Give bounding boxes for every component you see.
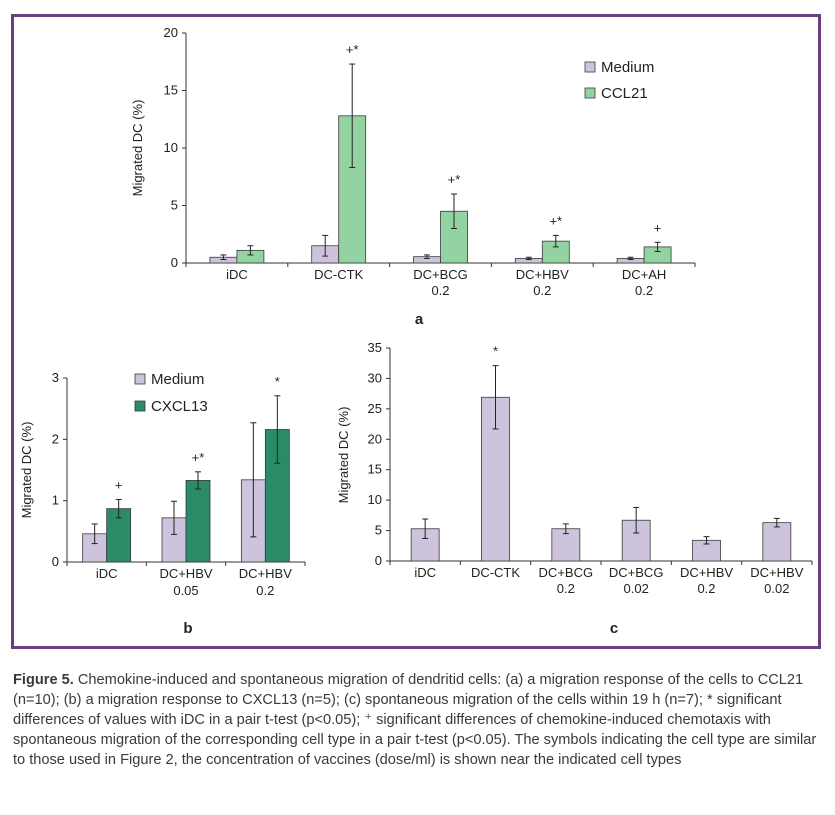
chart-c-ytick-label: 5: [375, 523, 382, 538]
chart-b-category-label: iDC: [96, 566, 118, 581]
chart-c-bar: [762, 522, 792, 562]
chart-a-significance: +*: [346, 42, 359, 57]
chart-c-ytick-label: 25: [368, 401, 382, 416]
chart-a-category-label: DC-CTK: [314, 267, 363, 282]
chart-b-legend-label: Medium: [151, 371, 204, 388]
chart-b-significance: +: [115, 477, 123, 492]
chart-c-significance: *: [493, 344, 498, 359]
chart-a-ytick-label: 20: [164, 25, 178, 40]
chart-b-category-label: 0.2: [256, 583, 274, 598]
chart-c-category-label: DC+BCG: [609, 565, 664, 580]
chart-a-category-label: DC+BCG: [413, 267, 468, 282]
chart-b-category-label: DC+HBV: [239, 566, 292, 581]
chart-a-category-label: DC+AH: [622, 267, 666, 282]
chart-b-ytick-label: 1: [52, 493, 59, 508]
chart-a-category-label: iDC: [226, 267, 248, 282]
chart-b-legend-swatch: [134, 400, 146, 412]
chart-b-ytick-label: 3: [52, 370, 59, 385]
chart-c-ytick-label: 0: [375, 553, 382, 568]
chart-a-category-label: DC+HBV: [516, 267, 569, 282]
chart-a-legend-label: CCL21: [601, 85, 648, 102]
chart-b-legend-label: CXCL13: [151, 398, 208, 415]
chart-c-category-label: 0.2: [697, 581, 715, 596]
chart-c-category-label: DC+BCG: [539, 565, 594, 580]
chart-a-ytick-label: 15: [164, 83, 178, 98]
chart-b-ylabel: Migrated DC (%): [19, 422, 34, 519]
chart-c-category-label: DC+HBV: [680, 565, 733, 580]
chart-b-ytick-label: 0: [52, 554, 59, 569]
chart-a-panel-label: a: [415, 311, 424, 328]
chart-c-category-label: DC+HBV: [750, 565, 803, 580]
chart-c-category-label: iDC: [414, 565, 436, 580]
chart-c-category-label: 0.2: [557, 581, 575, 596]
chart-a-ytick-label: 0: [171, 255, 178, 270]
chart-c-ytick-label: 10: [368, 492, 382, 507]
chart-b-panel-label: b: [183, 620, 192, 637]
chart-a-legend-label: Medium: [601, 59, 654, 76]
figure-caption: Figure 5. Chemokine-induced and spontane…: [13, 670, 825, 770]
chart-c-category-label: 0.02: [624, 581, 649, 596]
chart-b-significance: +*: [192, 450, 205, 465]
chart-c-ytick-label: 15: [368, 462, 382, 477]
chart-a-significance: +*: [448, 172, 461, 187]
chart-a-ylabel: Migrated DC (%): [130, 100, 145, 197]
chart-c-ytick-label: 30: [368, 370, 382, 385]
chart-b-bar: [185, 480, 211, 563]
chart-a-category-label: 0.2: [635, 283, 653, 298]
chart-c-category-label: DC-CTK: [471, 565, 520, 580]
chart-a-significance: +: [654, 220, 662, 235]
chart-c-ytick-label: 20: [368, 431, 382, 446]
caption-text: Chemokine-induced and spontaneous migrat…: [13, 672, 817, 768]
chart-a-legend-swatch: [584, 87, 596, 99]
chart-a-legend-swatch: [584, 61, 596, 73]
chart-b-category-label: DC+HBV: [159, 566, 212, 581]
chart-b-category-label: 0.05: [173, 583, 198, 598]
chart-b-legend-swatch: [134, 373, 146, 385]
chart-c-ylabel: Migrated DC (%): [336, 407, 351, 504]
chart-b-significance: *: [275, 374, 280, 389]
chart-b-ytick-label: 2: [52, 431, 59, 446]
chart-a-ytick-label: 10: [164, 140, 178, 155]
chart-c-ytick-label: 35: [368, 340, 382, 355]
chart-c-category-label: 0.02: [764, 581, 789, 596]
chart-a-category-label: 0.2: [533, 283, 551, 298]
chart-a-ytick-label: 5: [171, 198, 178, 213]
caption-label: Figure 5.: [13, 672, 74, 688]
chart-c-panel-label: c: [610, 620, 618, 637]
chart-a-significance: +*: [549, 213, 562, 228]
chart-a-category-label: 0.2: [431, 283, 449, 298]
